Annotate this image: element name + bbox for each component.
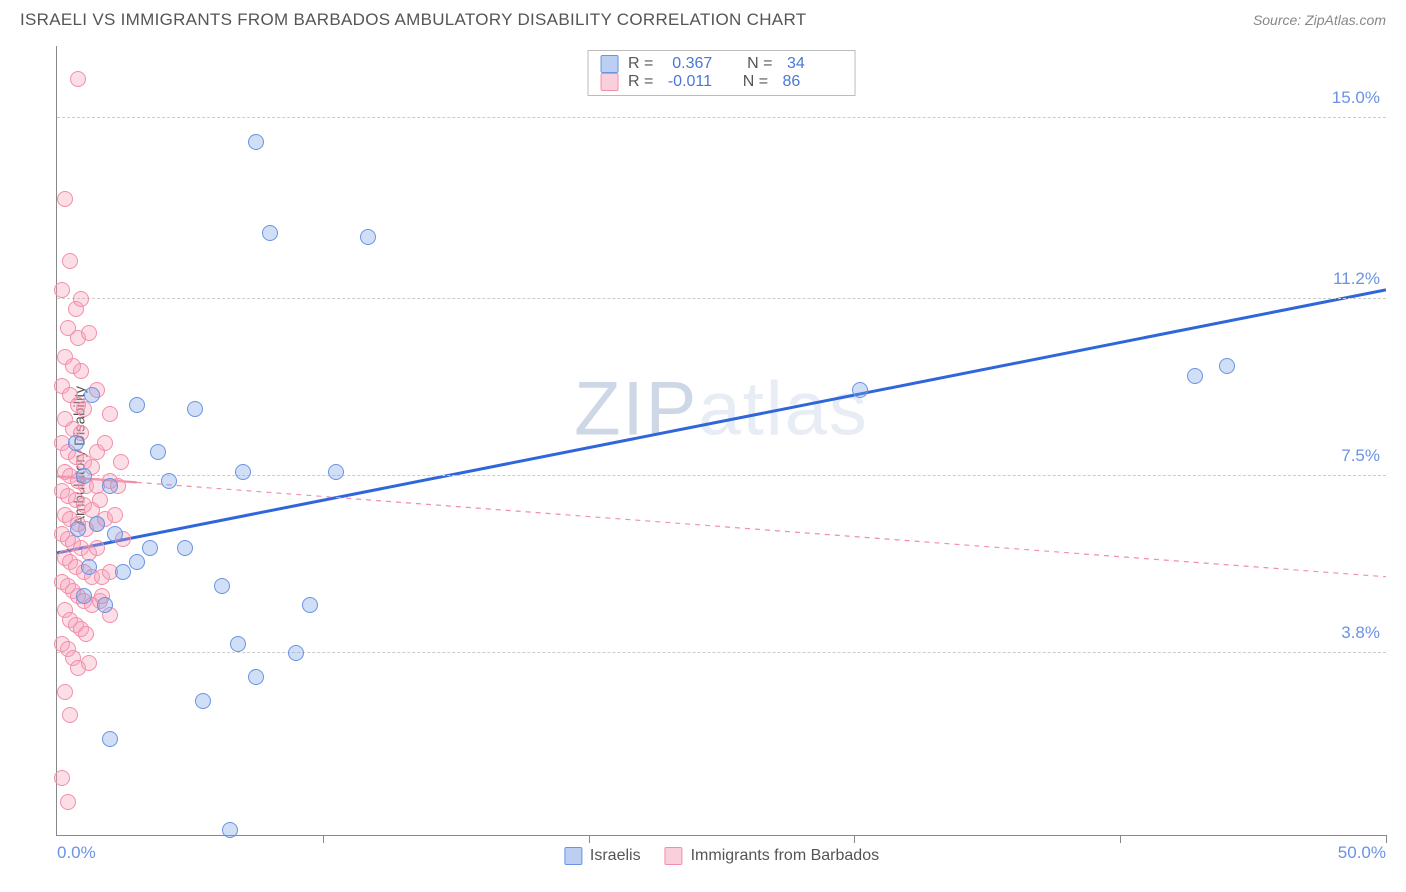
legend-n-blue: 34 <box>787 55 843 73</box>
data-point <box>150 444 166 460</box>
data-point <box>129 554 145 570</box>
x-tick <box>1120 835 1121 843</box>
y-tick-label: 7.5% <box>1341 446 1380 466</box>
data-point <box>214 578 230 594</box>
chart-source: Source: ZipAtlas.com <box>1253 12 1386 28</box>
data-point <box>230 636 246 652</box>
legend-row: R = -0.011 N = 86 <box>600 73 843 91</box>
data-point <box>161 473 177 489</box>
data-point <box>129 397 145 413</box>
data-point <box>102 478 118 494</box>
series-legend: Israelis Immigrants from Barbados <box>564 847 879 865</box>
data-point <box>177 540 193 556</box>
data-point <box>76 588 92 604</box>
data-point <box>248 669 264 685</box>
x-tick-right: 50.0% <box>1338 843 1386 863</box>
data-point <box>78 626 94 642</box>
data-point <box>187 401 203 417</box>
y-tick-label: 11.2% <box>1333 269 1380 289</box>
chart-area: Ambulatory Disability ZIPatlas R = 0.367… <box>20 40 1386 872</box>
legend-row: R = 0.367 N = 34 <box>600 55 843 73</box>
gridline <box>57 475 1386 476</box>
trend-lines <box>57 46 1386 835</box>
data-point <box>60 794 76 810</box>
data-point <box>97 597 113 613</box>
swatch-pink <box>665 847 683 865</box>
y-tick-label: 3.8% <box>1341 623 1380 643</box>
legend-r-pink: -0.011 <box>668 73 724 91</box>
data-point <box>107 526 123 542</box>
data-point <box>248 134 264 150</box>
data-point <box>54 282 70 298</box>
legend-r-blue: 0.367 <box>672 55 728 73</box>
data-point <box>235 464 251 480</box>
data-point <box>70 521 86 537</box>
data-point <box>328 464 344 480</box>
chart-header: ISRAELI VS IMMIGRANTS FROM BARBADOS AMBU… <box>0 0 1406 36</box>
data-point <box>81 655 97 671</box>
data-point <box>62 707 78 723</box>
data-point <box>360 229 376 245</box>
watermark-dark: ZIP <box>574 366 698 451</box>
legend-n-label: N = <box>734 73 773 91</box>
gridline <box>57 652 1386 653</box>
legend-label: Immigrants from Barbados <box>691 847 880 865</box>
legend-label: Israelis <box>590 847 641 865</box>
correlation-legend: R = 0.367 N = 34 R = -0.011 N = 86 <box>587 50 856 96</box>
legend-n-pink: 86 <box>783 73 839 91</box>
data-point <box>57 684 73 700</box>
gridline <box>57 298 1386 299</box>
data-point <box>73 291 89 307</box>
data-point <box>102 406 118 422</box>
data-point <box>97 435 113 451</box>
data-point <box>1187 368 1203 384</box>
watermark-light: atlas <box>698 366 869 451</box>
swatch-pink <box>600 73 618 91</box>
data-point <box>70 71 86 87</box>
data-point <box>302 597 318 613</box>
x-tick <box>589 835 590 843</box>
data-point <box>113 454 129 470</box>
data-point <box>73 363 89 379</box>
data-point <box>288 645 304 661</box>
data-point <box>195 693 211 709</box>
data-point <box>68 435 84 451</box>
legend-item: Israelis <box>564 847 641 865</box>
legend-r-label: R = <box>628 73 658 91</box>
data-point <box>81 325 97 341</box>
x-tick <box>323 835 324 843</box>
data-point <box>262 225 278 241</box>
x-tick <box>854 835 855 843</box>
legend-item: Immigrants from Barbados <box>665 847 880 865</box>
x-tick-left: 0.0% <box>57 843 96 863</box>
data-point <box>92 492 108 508</box>
swatch-blue <box>600 55 618 73</box>
data-point <box>76 401 92 417</box>
chart-title: ISRAELI VS IMMIGRANTS FROM BARBADOS AMBU… <box>20 10 806 30</box>
data-point <box>142 540 158 556</box>
data-point <box>54 770 70 786</box>
data-point <box>107 507 123 523</box>
data-point <box>102 731 118 747</box>
data-point <box>222 822 238 838</box>
data-point <box>84 387 100 403</box>
data-point <box>76 468 92 484</box>
watermark: ZIPatlas <box>574 365 869 452</box>
data-point <box>1219 358 1235 374</box>
swatch-blue <box>564 847 582 865</box>
data-point <box>57 191 73 207</box>
data-point <box>89 540 105 556</box>
data-point <box>62 253 78 269</box>
data-point <box>89 516 105 532</box>
data-point <box>852 382 868 398</box>
legend-r-label: R = <box>628 55 662 73</box>
x-tick <box>1386 835 1387 843</box>
data-point <box>81 559 97 575</box>
gridline <box>57 117 1386 118</box>
y-tick-label: 15.0% <box>1332 88 1380 108</box>
plot-area: ZIPatlas R = 0.367 N = 34 R = -0.011 N =… <box>56 46 1386 836</box>
legend-n-label: N = <box>738 55 777 73</box>
